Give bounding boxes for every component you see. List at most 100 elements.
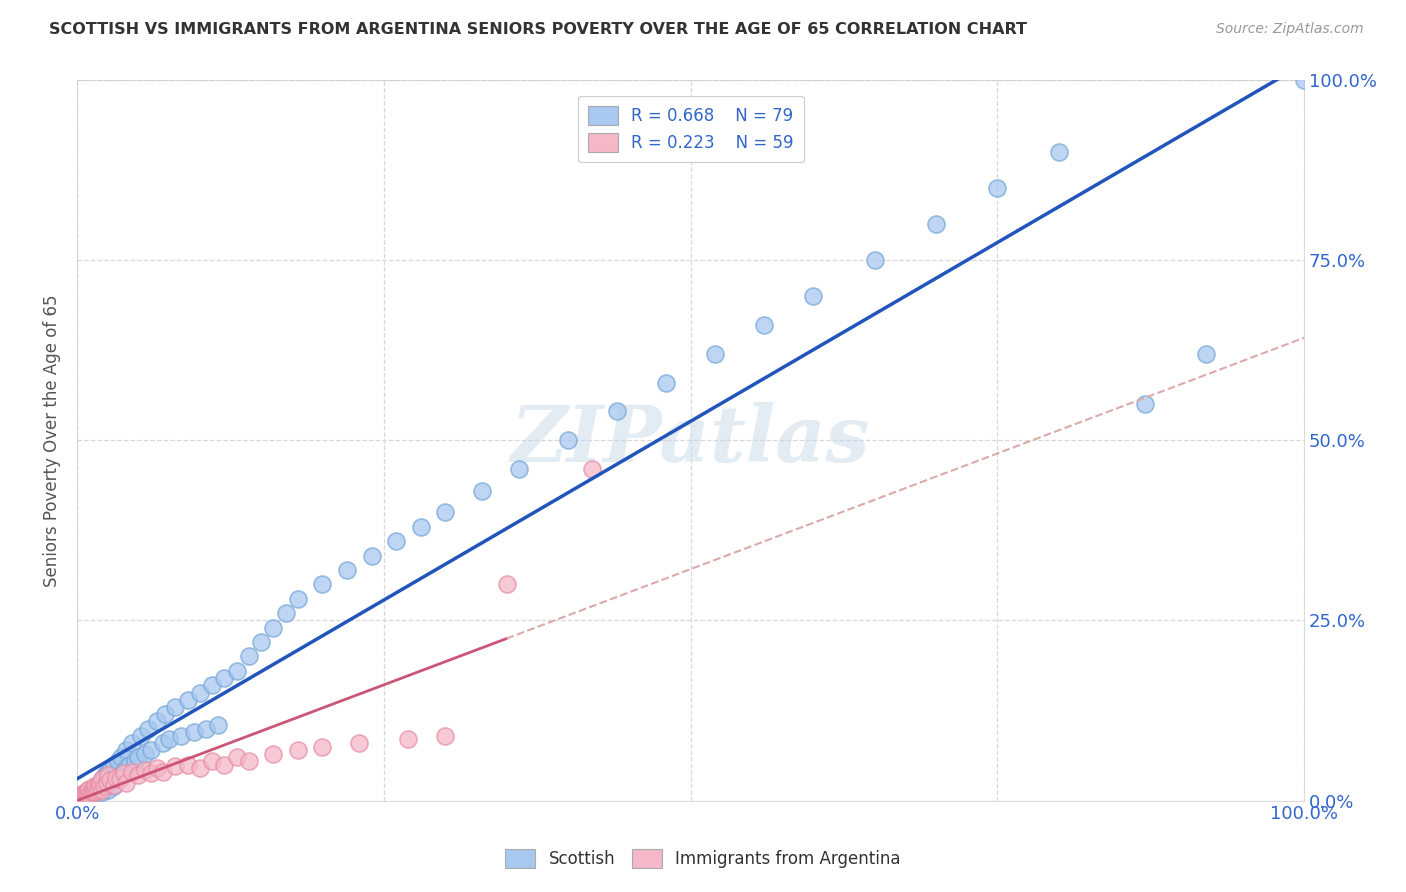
Point [194, 722, 217, 736]
Point [165, 759, 187, 773]
Point [508, 462, 530, 476]
Point [77, 782, 100, 797]
Point [754, 318, 776, 332]
Point [112, 766, 135, 780]
Point [89, 775, 111, 789]
Point [108, 772, 131, 786]
Point [115, 743, 138, 757]
Point [76, 789, 98, 804]
Point [70, 789, 93, 803]
Point [77, 786, 100, 800]
Point [121, 764, 143, 779]
Point [495, 577, 517, 591]
Point [136, 722, 159, 736]
Point [336, 563, 359, 577]
Point [581, 462, 603, 476]
Point [360, 549, 382, 563]
Point [274, 607, 297, 621]
Legend: Scottish, Immigrants from Argentina: Scottish, Immigrants from Argentina [499, 842, 907, 875]
Point [311, 577, 333, 591]
Point [1294, 73, 1316, 87]
Point [93, 779, 115, 793]
Point [89, 775, 111, 789]
Point [70, 790, 93, 805]
Point [214, 671, 236, 685]
Point [801, 289, 824, 303]
Point [75, 789, 97, 803]
Point [146, 761, 169, 775]
Point [103, 778, 125, 792]
Point [87, 778, 110, 792]
Point [146, 714, 169, 729]
Point [704, 347, 727, 361]
Point [69, 790, 91, 805]
Point [84, 785, 107, 799]
Point [103, 757, 125, 772]
Point [124, 754, 146, 768]
Point [75, 788, 97, 802]
Point [606, 404, 628, 418]
Point [214, 757, 236, 772]
Point [107, 754, 129, 768]
Point [69, 791, 91, 805]
Point [84, 786, 107, 800]
Point [471, 483, 494, 498]
Text: ZIPatlas: ZIPatlas [510, 402, 870, 478]
Point [409, 520, 432, 534]
Point [90, 772, 112, 786]
Point [84, 779, 107, 793]
Point [90, 785, 112, 799]
Point [139, 766, 162, 780]
Point [83, 782, 105, 797]
Text: Source: ZipAtlas.com: Source: ZipAtlas.com [1216, 22, 1364, 37]
Point [69, 788, 91, 802]
Point [127, 750, 149, 764]
Point [225, 664, 247, 678]
Point [105, 771, 128, 785]
Point [1195, 347, 1218, 361]
Point [385, 534, 408, 549]
Point [79, 788, 101, 802]
Point [72, 787, 94, 801]
Point [110, 750, 132, 764]
Point [925, 217, 948, 231]
Point [152, 764, 174, 779]
Point [863, 253, 886, 268]
Point [98, 773, 121, 788]
Point [986, 181, 1008, 195]
Point [82, 780, 104, 795]
Point [108, 768, 131, 782]
Point [87, 778, 110, 792]
Point [134, 747, 156, 761]
Point [139, 743, 162, 757]
Point [188, 761, 211, 775]
Point [434, 505, 457, 519]
Point [73, 789, 96, 804]
Point [115, 775, 138, 789]
Point [105, 772, 128, 786]
Y-axis label: Seniors Poverty Over the Age of 65: Seniors Poverty Over the Age of 65 [44, 294, 60, 587]
Point [94, 768, 117, 782]
Point [72, 790, 94, 805]
Point [90, 772, 112, 786]
Point [80, 783, 103, 797]
Point [287, 591, 309, 606]
Point [201, 754, 224, 768]
Point [73, 786, 96, 800]
Point [434, 729, 457, 743]
Point [557, 434, 579, 448]
Point [82, 780, 104, 795]
Point [79, 785, 101, 799]
Point [100, 761, 122, 775]
Point [79, 782, 101, 797]
Point [115, 761, 138, 775]
Point [79, 788, 101, 802]
Point [86, 782, 108, 797]
Point [238, 649, 260, 664]
Point [655, 376, 678, 390]
Point [89, 780, 111, 795]
Point [157, 732, 180, 747]
Point [396, 732, 419, 747]
Point [1133, 397, 1156, 411]
Point [84, 779, 107, 793]
